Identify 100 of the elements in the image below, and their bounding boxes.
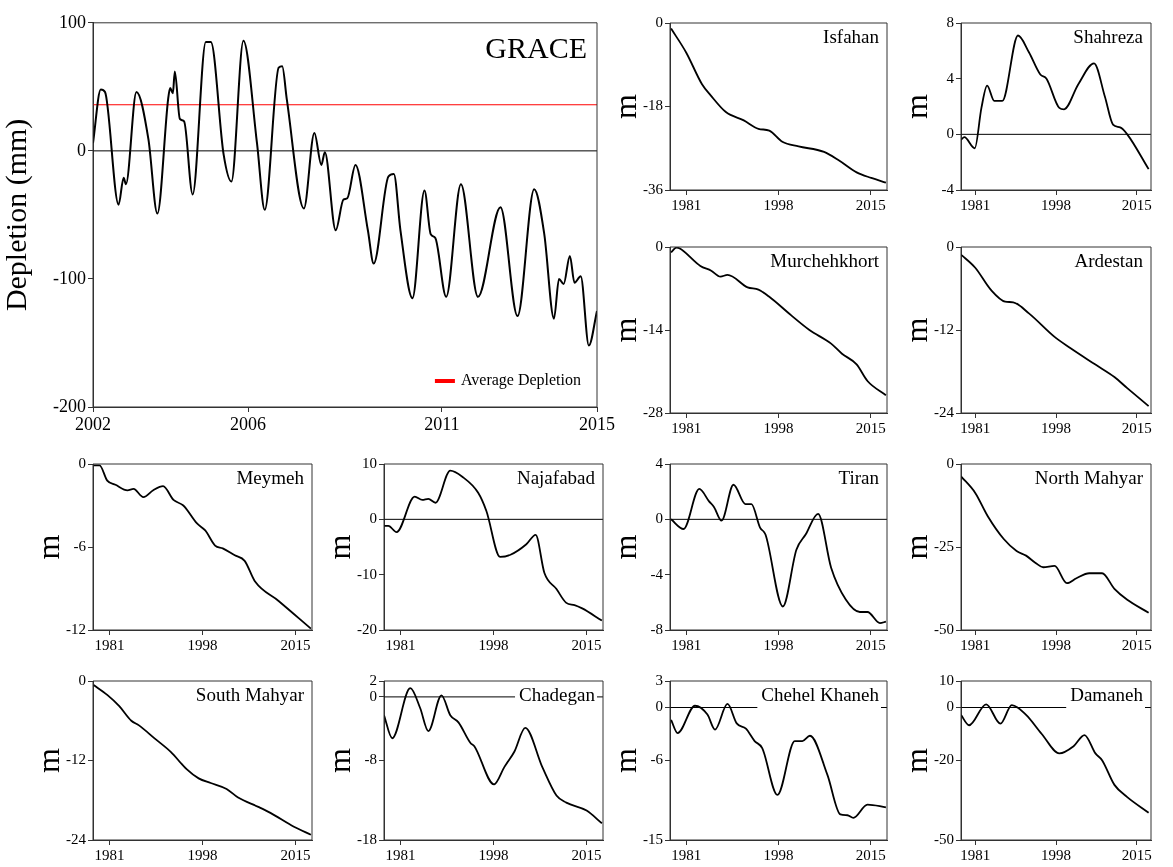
x-tick-label: 2015 [855,636,886,653]
x-tick-label: 1998 [187,636,218,653]
x-tick-label: 1981 [671,636,702,653]
x-tick-label: 1998 [763,196,794,213]
y-tick-label: 4 [655,454,664,471]
y-tick-label: 0 [369,687,377,704]
y-axis-title: m [897,747,934,773]
x-tick-label: 1998 [1041,636,1071,653]
y-tick-label: 0 [77,139,86,160]
y-tick-label: 0 [655,13,663,30]
y-axis-title: m [320,747,357,773]
y-tick-label: 3 [655,671,663,688]
x-tick-label: 1981 [671,419,702,436]
y-tick-label: 0 [946,698,954,715]
y-axis-title: m [29,534,66,560]
x-tick-label: 1998 [1041,846,1071,863]
chart-title: Meymeh [236,467,305,489]
y-tick-label: 0 [78,671,86,688]
x-tick-label: 2015 [855,196,886,213]
legend-label: Average Depletion [460,371,581,390]
line-series [384,687,603,825]
x-tick-label: 2002 [75,413,111,434]
y-tick-label: -20 [357,620,377,637]
y-tick-label: -25 [934,537,954,554]
y-tick-label: 0 [655,698,663,715]
y-tick-label: 4 [946,69,955,86]
x-tick-label: 1981 [960,846,991,863]
x-tick-label: 1998 [1041,419,1071,436]
y-tick-label: -28 [643,403,663,420]
x-tick-label: 2015 [1121,196,1152,213]
x-tick-label: 1981 [960,636,991,653]
chart-title: Murchehkhort [770,250,880,272]
y-axis-title: m [897,317,934,343]
chart-title: Chadegan [519,684,596,706]
y-axis-title: m [606,747,643,773]
y-tick-label: -24 [934,403,955,420]
x-tick-label: 1998 [763,846,794,863]
chart-title: GRACE [485,30,587,64]
x-tick-label: 1981 [94,636,125,653]
y-tick-label: -12 [66,620,86,637]
y-axis-title: m [29,747,66,773]
x-tick-label: 1998 [478,846,509,863]
x-tick-label: 2015 [1121,419,1152,436]
chart-title: Isfahan [823,26,880,48]
y-tick-label: -36 [643,180,664,197]
x-tick-label: 2015 [855,419,886,436]
y-tick-label: -50 [934,830,954,847]
x-tick-label: 2015 [571,846,602,863]
line-series [961,253,1150,407]
x-tick-label: 2015 [280,636,311,653]
y-axis-title: Depletion (mm) [0,118,33,312]
x-tick-label: 2015 [280,846,311,863]
x-tick-label: 1998 [1041,196,1071,213]
x-tick-label: 1981 [960,196,991,213]
chart-title: South Mahyar [195,684,305,706]
y-tick-label: 0 [655,510,663,527]
y-tick-label: -4 [650,565,664,582]
y-tick-label: -10 [357,565,377,582]
y-axis-title: m [606,534,643,560]
y-tick-label: 0 [655,237,663,254]
x-tick-label: 1981 [94,846,125,863]
x-tick-label: 1981 [385,636,416,653]
y-tick-label: -18 [357,830,377,847]
y-axis-title: m [606,317,643,343]
x-tick-label: 1981 [385,846,416,863]
y-tick-label: -4 [941,180,955,197]
chart-title: North Mahyar [1034,467,1144,489]
x-tick-label: 1981 [671,196,702,213]
chart-title: Damaneh [1070,684,1144,706]
line-series [93,684,312,836]
y-tick-label: -12 [934,320,954,337]
y-tick-label: -15 [643,830,663,847]
chart-title: Tiran [838,467,880,489]
y-tick-label: -8 [364,751,377,768]
y-axis-title: m [606,93,643,119]
y-tick-label: -20 [934,751,954,768]
y-tick-label: 10 [939,671,954,688]
x-tick-label: 2015 [579,413,615,434]
x-tick-label: 2006 [230,413,267,434]
y-tick-label: -50 [934,620,954,637]
chart-title: Chehel Khaneh [761,684,880,706]
y-tick-label: 100 [59,11,86,32]
y-tick-label: -200 [53,395,86,416]
chart-title: Ardestan [1074,250,1144,272]
y-tick-label: 0 [946,125,954,142]
y-tick-label: -100 [53,267,86,288]
x-tick-label: 2011 [424,413,460,434]
line-series [670,247,887,397]
y-tick-label: 0 [946,454,954,471]
chart-title: Shahreza [1073,26,1144,48]
x-tick-label: 1981 [960,419,991,436]
x-tick-label: 2015 [571,636,602,653]
y-tick-label: 0 [78,454,86,471]
line-series [670,27,887,184]
y-tick-label: -24 [66,830,87,847]
y-axis-title: m [320,534,357,560]
y-tick-label: 0 [369,510,377,527]
y-tick-label: -6 [650,751,664,768]
line-series [93,39,597,347]
x-tick-label: 2015 [855,846,886,863]
